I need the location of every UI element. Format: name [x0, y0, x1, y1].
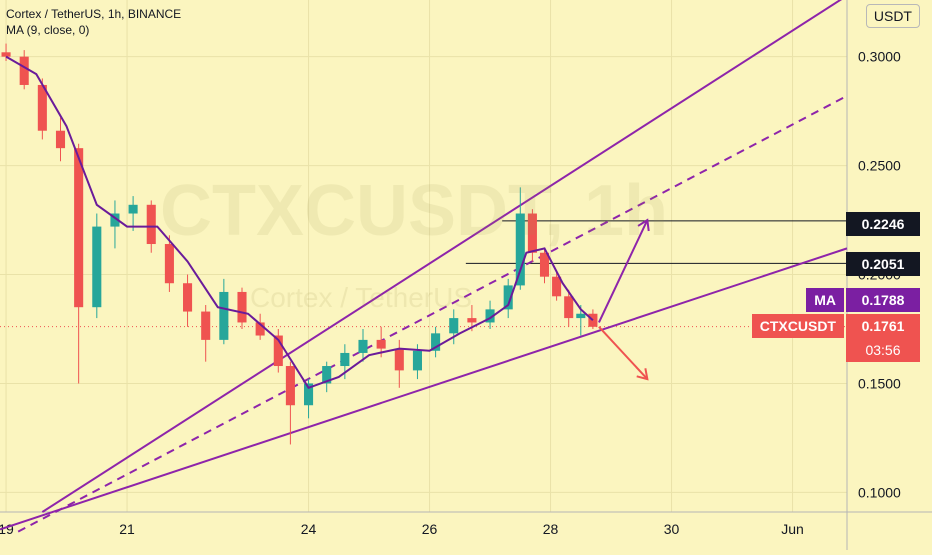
candle-body: [92, 226, 102, 308]
moving-average-line[interactable]: [5, 55, 594, 390]
candle-body: [201, 311, 211, 340]
candle-body: [304, 383, 314, 406]
projection-arrow-down[interactable]: [598, 326, 649, 380]
last-price-tag: 0.1761: [846, 314, 920, 338]
time-axis-tick-label: Jun: [781, 521, 804, 537]
projection-arrowhead-up: [637, 218, 650, 232]
bar-countdown-tag: 03:56: [846, 338, 920, 362]
candle-body: [37, 84, 47, 131]
time-axis-tick-label: 28: [543, 521, 559, 537]
time-axis-tick-label: 21: [119, 521, 135, 537]
price-axis-tick-label: 0.2500: [858, 158, 901, 174]
price-axis-tick-label: 0.3000: [858, 49, 901, 65]
candle-body: [376, 339, 386, 349]
candle-body: [340, 352, 350, 367]
trendline[interactable]: [0, 247, 848, 531]
candle-body: [358, 339, 368, 353]
candle-body: [515, 213, 525, 286]
candle-body: [128, 204, 138, 214]
candle-body: [485, 309, 495, 323]
candle-body: [146, 204, 156, 245]
candle-body: [552, 276, 562, 297]
level-high-price-tag: 0.2246: [846, 212, 920, 236]
candle-body: [183, 283, 193, 312]
watermark-description: Cortex / TetherUS: [250, 282, 473, 313]
legend-symbol-line[interactable]: Cortex / TetherUS, 1h, BINANCE: [6, 7, 182, 21]
ma-value-tag: 0.1788: [846, 288, 920, 312]
candle-body: [237, 291, 247, 323]
candle-body: [564, 296, 574, 319]
time-axis-tick-label: 26: [422, 521, 438, 537]
candle-body: [74, 148, 84, 308]
time-axis-tick-label: 24: [301, 521, 317, 537]
trendline[interactable]: [41, 0, 847, 513]
ma-label-tag: MA: [806, 288, 844, 312]
candle-body: [576, 313, 586, 319]
candle-body: [322, 366, 332, 384]
legend-indicator-line[interactable]: MA (9, close, 0): [6, 23, 90, 37]
chart-legend: Cortex / TetherUS, 1h, BINANCE MA (9, cl…: [6, 6, 181, 38]
currency-unit-button[interactable]: USDT: [865, 4, 920, 28]
projection-arrow-up[interactable]: [598, 219, 649, 323]
candle-body: [467, 318, 477, 323]
candle-body: [431, 333, 441, 351]
price-axis-tick-label: 0.1000: [858, 484, 901, 500]
candle-body: [255, 322, 265, 336]
candle-body: [449, 318, 459, 334]
candle-body: [110, 213, 120, 227]
candle-body: [219, 291, 229, 340]
candle-body: [412, 350, 422, 371]
candle-body: [1, 52, 11, 57]
watermark-symbol: CTXCUSDT, 1h: [160, 171, 669, 251]
projection-arrowhead-down: [636, 368, 649, 381]
candle-body: [55, 130, 66, 149]
candle-body: [503, 285, 513, 310]
level-low-price-tag: 0.2051: [846, 252, 920, 276]
candle-body: [19, 56, 29, 85]
candle-body: [273, 335, 283, 367]
candle-body: [527, 213, 537, 253]
candle-body: [539, 252, 550, 277]
candle-body: [394, 348, 404, 371]
price-axis-tick-label: 0.1500: [858, 375, 901, 391]
time-axis-tick-label: 30: [664, 521, 680, 537]
candle-body: [285, 366, 295, 406]
candle-body: [164, 244, 174, 284]
symbol-label-tag: CTXCUSDT: [751, 314, 844, 338]
channel-midline[interactable]: [17, 94, 848, 533]
